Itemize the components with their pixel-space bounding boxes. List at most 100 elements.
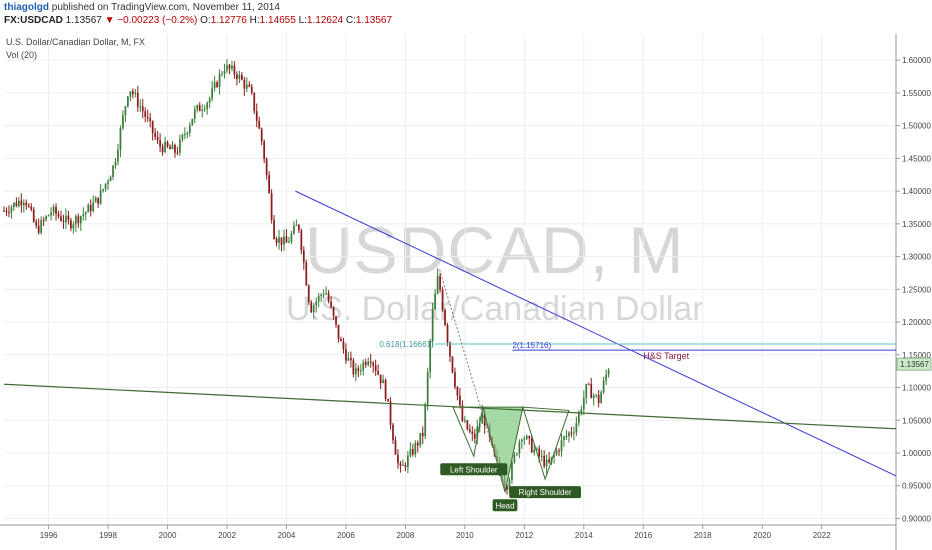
candle-body	[104, 183, 107, 190]
candle-body	[476, 426, 479, 439]
candle-body	[473, 434, 476, 439]
candle-body	[342, 341, 345, 350]
candle-body	[13, 202, 15, 208]
x-tick-label: 1998	[99, 531, 117, 540]
candle-body	[392, 424, 394, 441]
x-tick-label: 2008	[397, 531, 415, 540]
candle-body	[516, 453, 518, 455]
candle-body	[55, 206, 57, 215]
candle-body	[231, 65, 233, 69]
candle-body	[211, 88, 214, 99]
candle-body	[245, 84, 248, 89]
candle-body	[481, 412, 484, 424]
quote-bar: FX:USDCAD 1.13567 ▼ −0.00223 (−0.2%) O:1…	[4, 15, 392, 26]
y-tick-label: 1.20000	[902, 318, 931, 327]
x-tick-label: 2020	[753, 531, 771, 540]
last-price-text: 1.13567	[900, 360, 929, 369]
high-label: H:	[249, 15, 260, 26]
price-chart[interactable]: 1996 1998 2000 2002 2004 2006 2008 2010 2012 2014…	[0, 34, 932, 550]
candle-body	[540, 455, 543, 457]
candle-body	[159, 140, 161, 147]
candle-body	[535, 448, 538, 450]
candle-body	[312, 305, 315, 313]
x-tick-label: 1996	[40, 531, 58, 540]
x-tick-label: 2022	[813, 531, 831, 540]
candle-body	[57, 214, 60, 217]
y-tick-label: 1.60000	[902, 56, 931, 65]
candle-body	[258, 120, 261, 129]
candle-body	[558, 450, 560, 452]
candle-body	[171, 144, 174, 150]
candle-body	[397, 454, 399, 464]
y-tick-label: 0.95000	[902, 482, 931, 491]
candle-body	[156, 137, 159, 141]
candle-body	[275, 238, 278, 243]
symbol-label[interactable]: FX:USDCAD	[4, 15, 63, 26]
x-tick-label: 2004	[278, 531, 296, 540]
candle-body	[79, 216, 82, 224]
candle-body	[5, 210, 8, 213]
candle-body	[525, 436, 528, 439]
candle-body	[8, 212, 10, 214]
left-shoulder-shape	[452, 406, 484, 458]
candle-body	[131, 91, 134, 95]
candle-body	[42, 219, 45, 221]
candle-body	[213, 82, 216, 89]
x-tick-label: 2012	[515, 531, 533, 540]
last-price: 1.13567	[65, 15, 102, 26]
candle-body	[297, 224, 300, 231]
candle-body	[60, 216, 62, 221]
candle-body	[416, 442, 419, 446]
candle-body	[320, 294, 323, 296]
candle-body	[174, 144, 176, 153]
target-level-label: 2(1.15716)	[512, 341, 551, 350]
candle-body	[27, 205, 30, 207]
candle-body	[77, 216, 80, 224]
candle-body	[37, 225, 40, 233]
change-value: −0.00223 (−0.2%)	[117, 15, 198, 26]
candle-body	[295, 224, 298, 226]
hs-target-label: H&S Target	[643, 351, 689, 361]
candle-body	[102, 189, 104, 191]
candle-body	[533, 449, 536, 453]
candle-body	[107, 181, 109, 184]
candle-body	[307, 285, 310, 303]
descending-trendline	[295, 190, 897, 477]
candle-body	[590, 384, 593, 399]
candle-body	[436, 276, 439, 294]
x-tick-label: 2018	[694, 531, 712, 540]
candle-body	[124, 106, 127, 116]
candle-body	[186, 132, 189, 135]
candle-body	[377, 370, 380, 375]
candle-body	[337, 324, 340, 340]
candle-body	[461, 405, 464, 422]
candle-body	[92, 202, 95, 212]
candle-body	[255, 111, 258, 121]
candle-body	[322, 294, 325, 296]
candle-body	[585, 384, 588, 398]
candle-body	[278, 237, 280, 243]
y-tick-label: 1.45000	[902, 154, 931, 163]
candle-body	[350, 357, 352, 361]
close-value: 1.13567	[355, 15, 393, 26]
candle-body	[273, 219, 275, 239]
candle-body	[221, 73, 223, 75]
y-tick-label: 1.30000	[902, 253, 931, 262]
candle-body	[283, 236, 285, 245]
candle-body	[218, 73, 221, 87]
author-link[interactable]: thiagolgd	[4, 2, 49, 13]
candle-body	[538, 448, 541, 457]
candle-body	[602, 380, 605, 393]
candle-body	[449, 342, 451, 357]
candle-body	[327, 293, 330, 302]
candle-body	[196, 105, 199, 110]
candle-body	[3, 210, 5, 212]
candle-body	[67, 215, 70, 221]
candle-body	[62, 220, 65, 223]
candle-body	[288, 241, 290, 243]
candle-body	[374, 365, 377, 371]
candle-body	[119, 128, 122, 150]
candle-body	[154, 132, 157, 138]
publish-info: thiagolgd published on TradingView.com, …	[4, 2, 280, 13]
annotation-right-shoulder: Right Shoulder	[509, 486, 582, 499]
